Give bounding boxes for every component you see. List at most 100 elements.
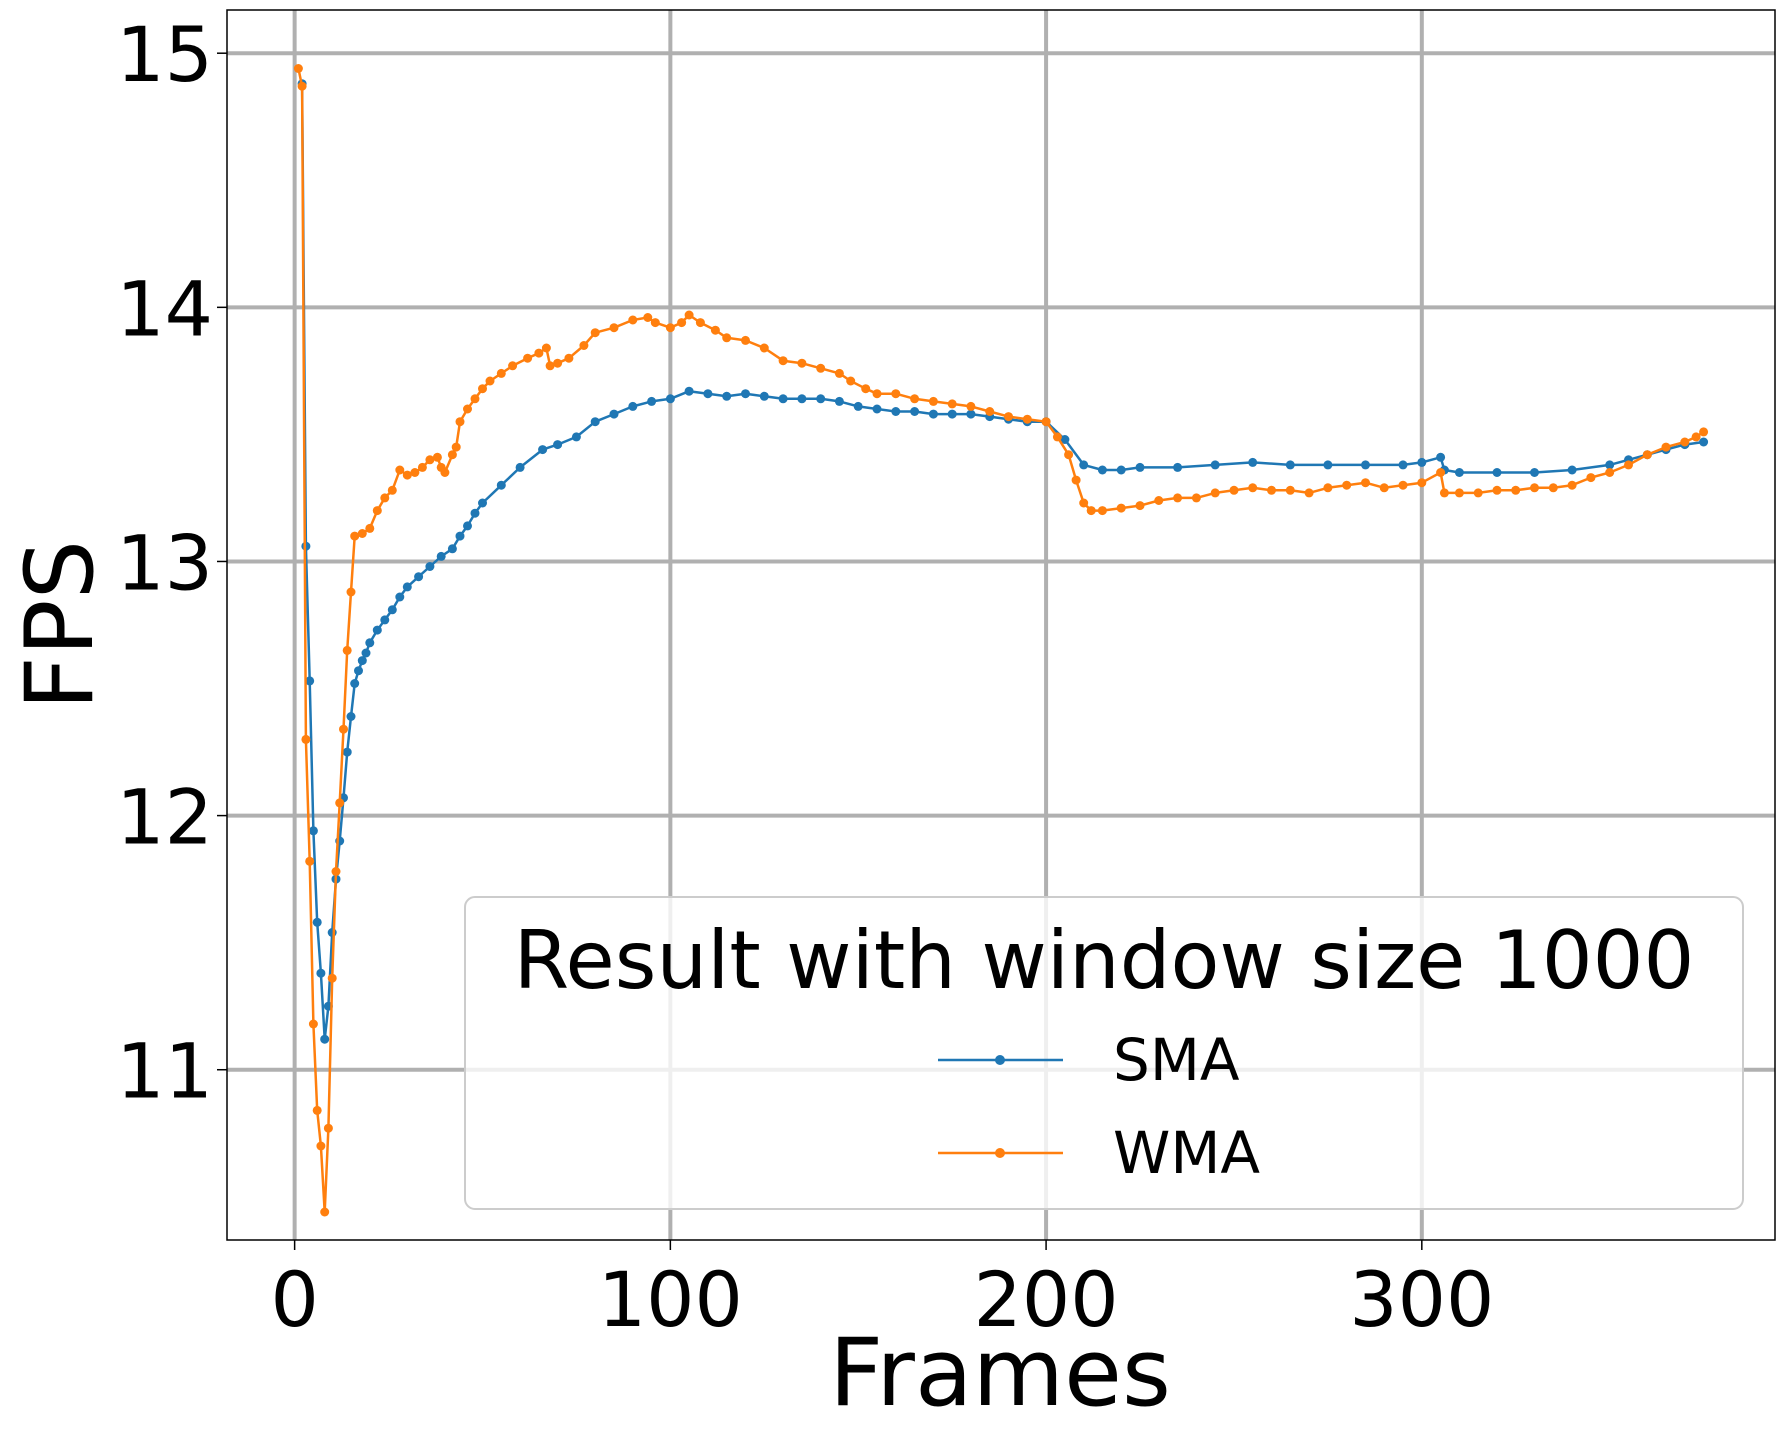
data-point-wma-62 [846, 376, 856, 386]
legend-label-sma: SMA [1113, 1026, 1240, 1094]
data-point-wma-7 [320, 1207, 330, 1217]
data-point-sma-22 [395, 592, 405, 602]
data-point-wma-78 [1086, 506, 1096, 516]
data-point-sma-30 [470, 508, 480, 518]
data-point-wma-100 [1473, 488, 1483, 498]
data-point-wma-67 [928, 396, 938, 406]
data-point-sma-86 [1699, 437, 1709, 447]
data-point-sma-16 [357, 656, 367, 666]
data-point-sma-18 [365, 638, 375, 648]
data-point-wma-21 [395, 465, 405, 475]
data-point-sma-28 [455, 531, 465, 541]
data-point-sma-81 [1605, 460, 1615, 470]
data-point-sma-65 [1116, 465, 1126, 475]
data-point-wma-13 [342, 645, 352, 655]
data-point-sma-5 [316, 968, 326, 978]
data-point-wma-69 [966, 401, 976, 411]
data-point-wma-6 [316, 1141, 326, 1151]
data-point-wma-10 [331, 867, 341, 876]
legend-marker-sma [995, 1055, 1005, 1065]
data-point-wma-23 [410, 468, 420, 477]
data-point-wma-74 [1052, 432, 1062, 442]
data-point-wma-96 [1417, 478, 1427, 488]
x-tick-label-100: 100 [598, 1255, 743, 1344]
data-point-wma-111 [1680, 437, 1690, 447]
y-tick-label-11: 11 [116, 1027, 213, 1116]
data-point-wma-83 [1173, 493, 1183, 503]
data-point-sma-46 [759, 391, 769, 401]
data-point-wma-53 [695, 318, 705, 328]
legend-label-wma: WMA [1113, 1119, 1260, 1187]
data-point-wma-58 [778, 356, 788, 366]
data-point-wma-105 [1567, 480, 1577, 490]
data-point-wma-60 [816, 363, 826, 373]
data-point-sma-63 [1079, 460, 1089, 470]
data-point-wma-19 [380, 493, 390, 503]
data-point-wma-47 [628, 315, 638, 325]
data-point-wma-49 [650, 318, 660, 328]
data-point-wma-1 [297, 81, 307, 91]
data-point-wma-97 [1436, 468, 1446, 477]
data-point-wma-112 [1691, 432, 1701, 442]
data-point-wma-12 [339, 724, 348, 734]
data-point-wma-40 [541, 343, 551, 353]
data-point-sma-14 [350, 679, 360, 688]
data-point-wma-89 [1285, 485, 1295, 495]
data-point-sma-51 [853, 401, 863, 411]
plot-frame [226, 9, 1776, 1241]
data-point-wma-48 [643, 313, 653, 322]
data-point-wma-79 [1097, 506, 1107, 516]
data-point-wma-42 [553, 358, 563, 368]
data-point-sma-12 [342, 747, 352, 757]
data-point-wma-33 [470, 394, 480, 404]
data-point-sma-4 [312, 917, 322, 927]
data-point-wma-63 [861, 384, 871, 394]
series-wma [293, 64, 1709, 1217]
data-point-sma-67 [1173, 462, 1183, 472]
data-point-sma-41 [665, 394, 675, 404]
data-point-sma-50 [834, 396, 844, 406]
data-point-wma-87 [1248, 483, 1258, 493]
data-point-wma-28 [440, 468, 450, 477]
data-point-wma-66 [910, 394, 920, 404]
data-point-wma-113 [1699, 427, 1709, 437]
data-point-sma-79 [1530, 468, 1539, 477]
x-tick-label-200: 200 [974, 1255, 1119, 1344]
data-point-wma-68 [947, 399, 957, 409]
data-point-wma-39 [534, 348, 544, 358]
data-point-wma-57 [759, 343, 769, 353]
data-point-wma-43 [564, 353, 574, 363]
data-point-wma-31 [455, 417, 465, 427]
data-point-wma-110 [1661, 442, 1671, 452]
data-point-sma-38 [609, 409, 619, 419]
data-point-wma-20 [387, 485, 397, 495]
data-point-sma-68 [1210, 460, 1220, 470]
data-point-sma-13 [346, 712, 356, 721]
data-point-sma-47 [778, 394, 788, 404]
legend: Result with window size 1000 SMA WMA [464, 896, 1744, 1210]
data-point-sma-78 [1492, 468, 1502, 477]
data-point-wma-109 [1642, 450, 1652, 460]
data-point-sma-55 [928, 409, 938, 419]
data-point-wma-55 [722, 333, 732, 343]
data-point-wma-30 [451, 442, 461, 452]
data-point-sma-42 [684, 386, 694, 396]
data-point-wma-54 [710, 325, 720, 335]
data-point-sma-74 [1417, 457, 1427, 467]
data-point-wma-80 [1116, 503, 1126, 513]
plot-series [293, 64, 1709, 1217]
data-point-wma-50 [665, 323, 675, 333]
data-point-sma-6 [320, 1034, 330, 1044]
data-point-wma-46 [609, 323, 619, 333]
data-point-wma-72 [1022, 414, 1032, 424]
x-axis-label: Frames [829, 1319, 1171, 1428]
data-point-sma-49 [816, 394, 826, 404]
data-point-sma-45 [741, 389, 750, 399]
data-point-wma-95 [1398, 480, 1408, 490]
data-point-sma-80 [1567, 465, 1577, 475]
data-point-wma-92 [1342, 480, 1352, 490]
data-point-sma-56 [947, 409, 957, 419]
data-point-sma-57 [966, 409, 976, 419]
data-point-sma-34 [538, 445, 548, 455]
data-point-sma-40 [647, 396, 657, 406]
